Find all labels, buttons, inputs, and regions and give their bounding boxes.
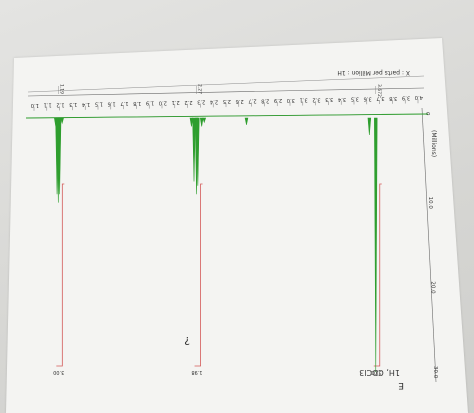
spectrum-peak	[194, 117, 199, 195]
spectrum-peak	[374, 117, 378, 373]
y-tick-label: 20.0	[429, 281, 435, 294]
x-tick-label: 1.1	[44, 102, 52, 108]
x-tick-label: 3.4	[337, 96, 346, 102]
peak-label: 1.19	[58, 84, 64, 94]
peak-label: 2.27	[197, 84, 203, 94]
x-tick-label: 2.9	[274, 97, 282, 103]
x-tick-label: 2.7	[248, 98, 256, 104]
x-tick-label: 2.3	[197, 99, 205, 105]
x-tick-label: 2.8	[261, 97, 269, 103]
integral-curve	[56, 183, 65, 367]
spectrum-peak	[199, 117, 204, 127]
integral-value: 3.00	[53, 369, 64, 375]
x-tick-label: 3.5	[351, 96, 359, 102]
peak-label: 3.672	[376, 84, 382, 97]
x-tick-label: 3.8	[389, 95, 397, 101]
x-tick-label: 3.3	[325, 96, 333, 102]
x-tick-label: 3.1	[300, 97, 308, 103]
annotation-solvent: 1H, CDCl3	[359, 368, 400, 377]
x-tick-label: 3.7	[376, 95, 384, 101]
x-tick-label: 3.6	[364, 95, 372, 101]
annotation-question: ?	[184, 334, 190, 347]
x-tick-label: 1.4	[81, 101, 90, 107]
x-tick-label: 1.0	[31, 102, 39, 108]
spectrum-peak	[202, 117, 207, 124]
x-tick-label: 2.4	[209, 98, 218, 104]
x-tick-label: 1.6	[108, 100, 116, 106]
spectrum-peak	[192, 117, 196, 182]
spectrum-series	[25, 113, 429, 373]
x-tick-label: 2.6	[236, 98, 244, 104]
x-tick-label: 1.3	[69, 101, 77, 107]
integral-value: 1.98	[191, 369, 202, 375]
x-tick-label: 2.1	[172, 99, 180, 105]
annotation-e: E	[398, 380, 404, 390]
spectrum-peak	[244, 117, 249, 125]
y-tick-label: 30.0	[432, 366, 438, 379]
x-tick-label: 1.9	[146, 100, 154, 106]
spectrum-peak	[189, 117, 194, 127]
spectrum-peak	[60, 117, 64, 125]
x-tick-label: 1.2	[56, 101, 64, 107]
integral-value: 3.00	[371, 369, 382, 375]
x-tick-label: 3.0	[287, 97, 295, 103]
x-tick-label: 4.0	[415, 94, 423, 100]
x-tick-label: 3.9	[402, 94, 410, 100]
spectrum-peak	[54, 117, 58, 127]
integral-curve	[194, 183, 203, 367]
x-tick-label: 1.8	[133, 100, 141, 106]
paper-sheet	[6, 38, 468, 413]
spectrum-baseline	[25, 113, 429, 119]
y-tick-label: 10.0	[427, 197, 433, 210]
x-axis-title: X : parts per Million : 1H	[337, 69, 410, 76]
integral-curve	[373, 183, 382, 367]
x-tick-labels: 4.0 3.9 3.8 3.7 3.6 3.5 3.4 3.3 3.2 3.1 3.0 2.9 2.8 2…	[31, 94, 423, 111]
x-tick-label: 2.0	[159, 99, 167, 105]
x-tick-label: 3.2	[312, 96, 320, 102]
spectrum-peak	[367, 117, 372, 135]
x-tick-label: 2.5	[223, 98, 231, 104]
y-axis-title: (Millions)	[430, 130, 437, 157]
peak-labels: 3.672 2.27 1.19	[58, 84, 382, 97]
x-tick-label: 1.5	[95, 101, 103, 107]
x-tick-label: 2.2	[184, 99, 192, 105]
integral-curves: 3.00 1.98 3.00	[53, 183, 382, 375]
x-tick-label: 1.7	[120, 100, 128, 106]
